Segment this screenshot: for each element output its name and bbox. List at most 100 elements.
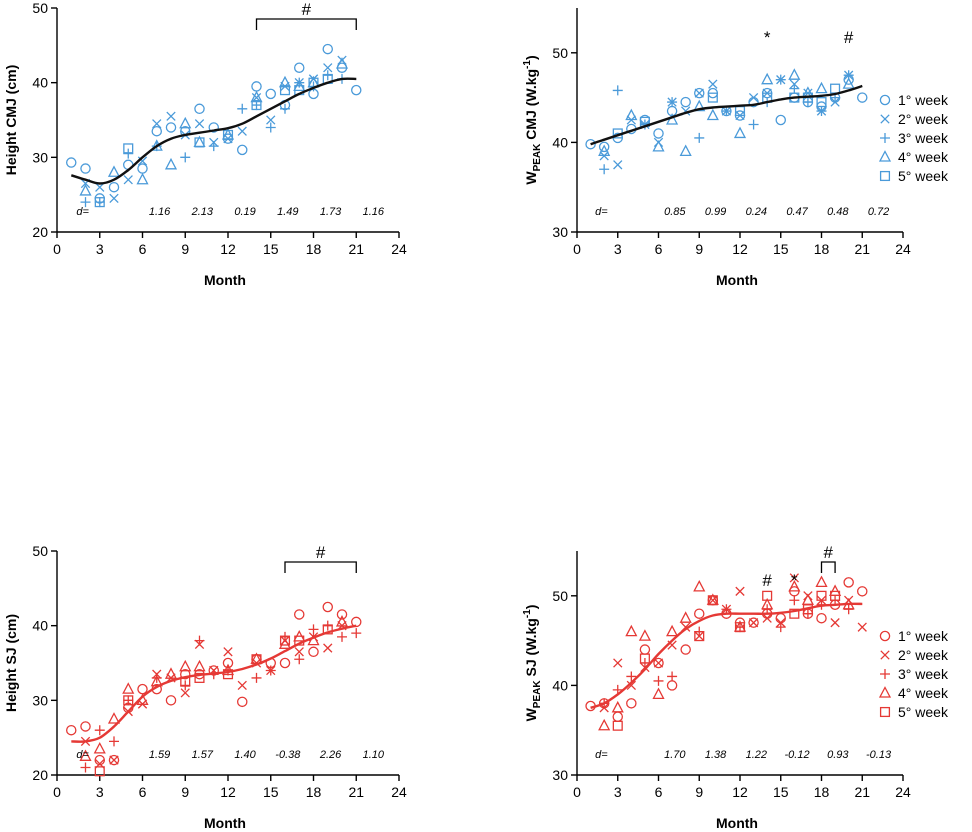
legend-marker: [880, 133, 890, 143]
data-point: [733, 126, 747, 139]
effect-size-label: 0.99: [705, 206, 726, 218]
legend-label: 2° week: [898, 647, 949, 663]
data-point: [66, 724, 77, 736]
effect-size-label: 0.85: [664, 206, 686, 218]
significance-bracket: [284, 561, 357, 573]
data-point: [108, 754, 120, 766]
effect-size-label: 0.72: [868, 206, 889, 218]
x-tick-label: 9: [181, 784, 189, 800]
data-point: [164, 667, 178, 679]
data-point: [625, 624, 638, 637]
data-point: [136, 172, 149, 185]
series-x: [599, 70, 854, 170]
data-point: [323, 643, 333, 653]
x-tick-label: 15: [263, 784, 279, 800]
data-point: [789, 595, 800, 606]
series-x: [80, 621, 347, 769]
significance-mark: #: [762, 571, 772, 590]
effect-size-label: 1.10: [363, 749, 385, 761]
x-tick-label: 21: [854, 784, 870, 800]
data-point: [816, 590, 827, 601]
data-point: [734, 622, 746, 633]
data-point: [694, 87, 705, 99]
x-tick-label: 9: [695, 784, 703, 800]
data-point: [842, 77, 855, 89]
legend-label: 5° week: [898, 168, 949, 184]
data-point: [194, 672, 205, 683]
x-tick-label: 24: [391, 241, 407, 257]
data-point: [762, 590, 773, 601]
data-point: [789, 83, 800, 94]
y-tick-label: 50: [552, 45, 568, 61]
y-tick-label: 40: [32, 618, 48, 634]
data-point: [707, 92, 718, 103]
x-tick-label: 3: [614, 241, 622, 257]
data-point: [679, 144, 692, 157]
effect-size-label: 0.93: [827, 749, 849, 761]
legend-marker: [879, 630, 891, 642]
data-point: [123, 143, 134, 154]
data-point: [322, 70, 333, 81]
x-axis-title: Month: [204, 815, 246, 831]
y-axis-title-sup: -1: [522, 609, 533, 618]
data-point: [251, 100, 262, 111]
data-point: [626, 698, 637, 709]
effect-size-prefix: d=: [76, 206, 89, 218]
data-point: [123, 695, 134, 706]
data-point: [748, 92, 759, 103]
data-point: [653, 657, 664, 669]
data-point: [109, 736, 119, 747]
effect-size-label: 1.57: [192, 749, 214, 761]
data-point: [652, 139, 665, 152]
x-tick-label: 15: [773, 241, 789, 257]
data-point: [265, 88, 276, 100]
effect-size-label: 2.26: [319, 749, 342, 761]
effect-size-label: 2.13: [191, 206, 214, 218]
data-point: [680, 644, 691, 655]
x-axis-title: Month: [716, 815, 758, 831]
data-point: [152, 119, 162, 129]
data-point: [122, 682, 135, 694]
data-point: [706, 108, 719, 121]
data-point: [194, 635, 205, 646]
data-point: [829, 584, 842, 596]
y-tick-label: 30: [552, 767, 568, 783]
panel-cmj-power: 0 3 6 9 12 15 18 21 24 30 40 50 Month WPEAK CMJ (W.kg…: [522, 8, 949, 288]
legend-label: 2° week: [898, 111, 949, 127]
data-point: [137, 163, 148, 174]
data-point: [79, 749, 92, 761]
data-point: [151, 125, 162, 137]
data-point: [107, 712, 121, 724]
data-point: [694, 88, 704, 98]
data-point: [830, 83, 841, 94]
data-point: [166, 111, 176, 121]
x-tick-label: 15: [773, 784, 789, 800]
data-point: [80, 721, 91, 732]
data-point: [625, 108, 638, 121]
x-tick-label: 6: [139, 784, 147, 800]
data-point: [336, 609, 348, 620]
series-plus: [599, 595, 854, 709]
y-axis-title-main: W: [523, 707, 539, 721]
data-point: [279, 635, 291, 646]
legend-marker: [880, 114, 890, 124]
panel-cmj-height: 0 3 6 9 12 15 18 21 24 20 30 40 50 Month Height CMJ (c…: [3, 0, 407, 288]
x-tick-label: 15: [263, 241, 279, 257]
effect-size-label: -0.13: [866, 749, 892, 761]
x-tick-label: 9: [695, 241, 703, 257]
data-point: [679, 611, 692, 623]
x-tick-label: 18: [306, 241, 322, 257]
y-axis-title-tail: SJ (W.kg: [523, 618, 539, 680]
y-axis-title-tail: CMJ (W.kg: [523, 69, 539, 144]
data-point: [308, 646, 319, 658]
data-point: [265, 665, 276, 676]
data-point: [788, 68, 801, 80]
series-triangle: [598, 575, 855, 731]
panel-sj-height: 0 3 6 9 12 15 18 21 24 20 30 40 50 Month Height SJ (cm…: [3, 543, 407, 831]
legend-label: 4° week: [898, 149, 949, 165]
x-tick-label: 12: [220, 784, 236, 800]
data-point: [123, 148, 134, 159]
y-tick-label: 30: [32, 149, 48, 165]
data-point: [830, 618, 840, 628]
